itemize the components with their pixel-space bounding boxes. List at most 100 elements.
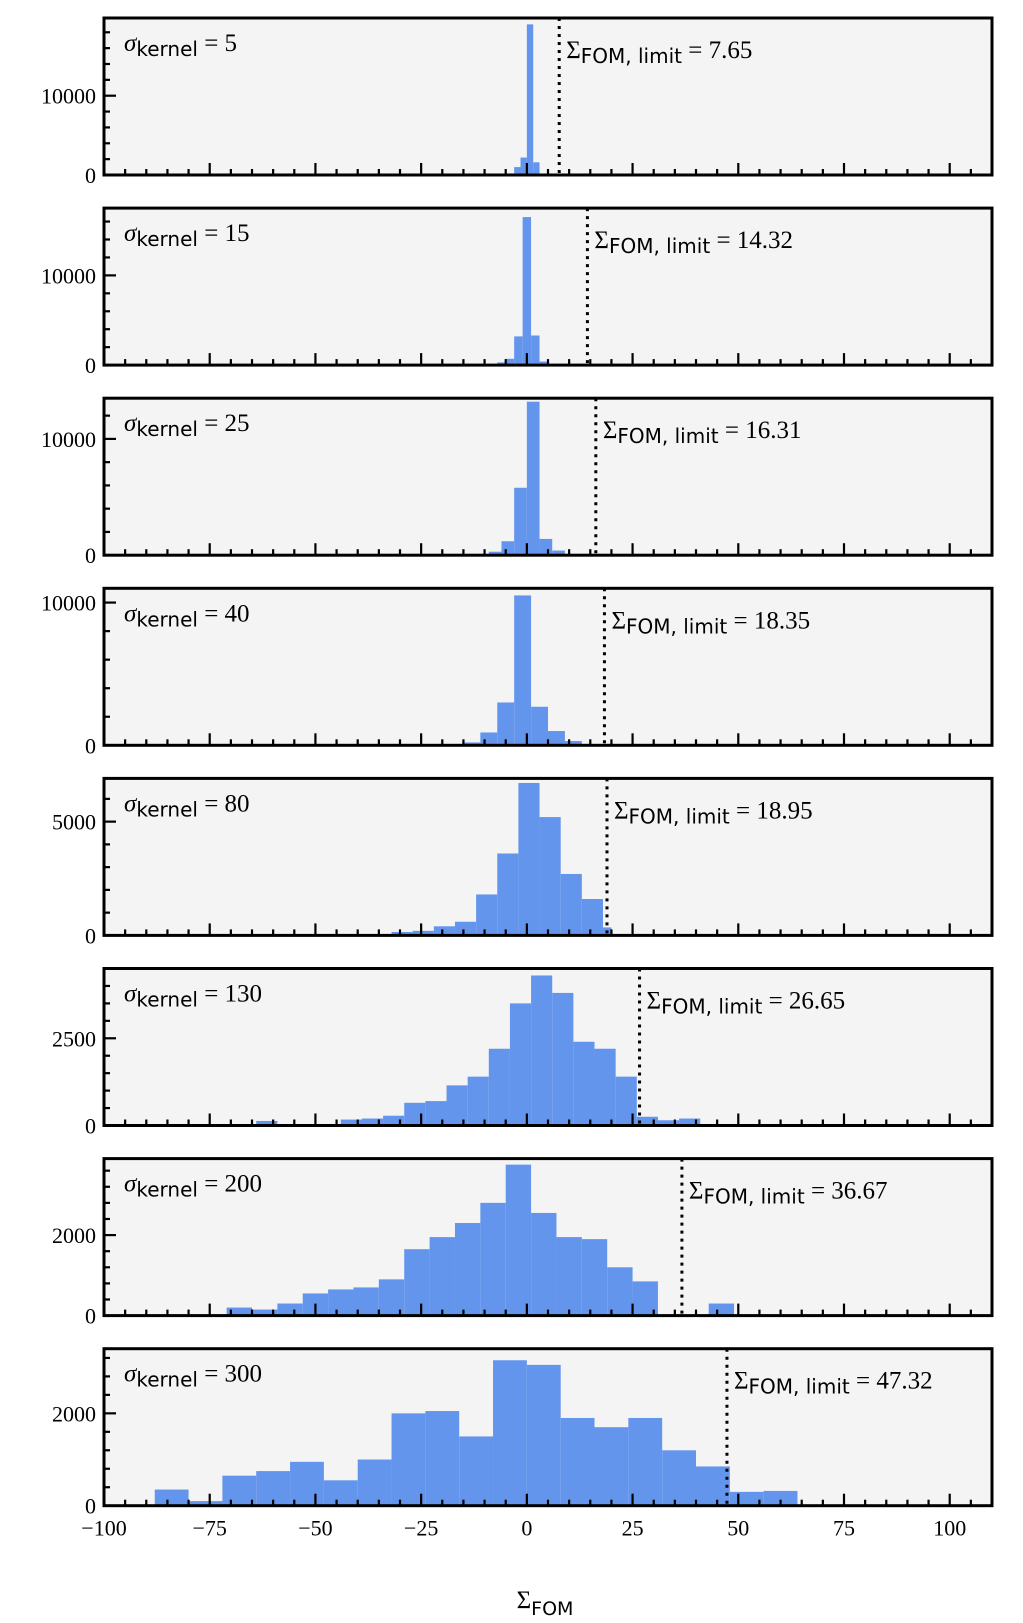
histogram-bar	[531, 975, 553, 1126]
histogram-bar	[340, 1119, 362, 1126]
histogram-bar	[454, 1223, 481, 1316]
limit-label-subscript: FOM, limit	[609, 234, 710, 258]
x-tick-label: −100	[81, 1516, 126, 1541]
y-tick-label: 10000	[41, 591, 96, 616]
x-tick-label: −50	[298, 1516, 332, 1541]
histogram-bar	[526, 24, 534, 176]
histogram-bar	[662, 1450, 696, 1506]
y-tick-label: 0	[85, 923, 96, 948]
kernel-label-value: = 80	[198, 790, 250, 817]
y-tick-label: 0	[85, 733, 96, 758]
histogram-panel: 0 10000 σkernel = 40 ΣFOM, limit = 18.35	[41, 586, 994, 758]
limit-label-subscript: FOM, limit	[749, 1375, 850, 1399]
limit-label-symbol: Σ	[647, 988, 662, 1015]
kernel-label-subscript: kernel	[136, 988, 198, 1012]
histogram-bar	[548, 731, 565, 746]
histogram-bar	[581, 898, 603, 936]
histogram-bar	[425, 1411, 460, 1506]
limit-label-subscript: FOM, limit	[661, 995, 762, 1019]
kernel-label: σkernel = 40	[124, 600, 250, 631]
histogram-bar	[657, 1120, 680, 1126]
histogram-bar	[518, 782, 540, 936]
kernel-label-symbol: σ	[124, 410, 138, 437]
kernel-label-subscript: kernel	[136, 797, 198, 821]
histogram-bar	[552, 992, 574, 1126]
histogram-bar	[679, 1118, 701, 1126]
limit-label-symbol: Σ	[689, 1178, 704, 1205]
histogram-bar	[531, 706, 548, 746]
histogram-panel: 0 2000 σkernel = 300 ΣFOM, limit = 47.32 −10…	[52, 1347, 994, 1541]
histogram-bar	[560, 1417, 595, 1506]
histogram-bar	[509, 1003, 532, 1126]
panel-background	[104, 398, 992, 556]
histogram-bar	[607, 1267, 633, 1316]
histogram-bar	[531, 335, 540, 366]
histogram-bar	[560, 873, 582, 936]
panel-frame	[102, 967, 994, 1127]
y-tick-label: 2000	[52, 1223, 96, 1248]
histogram-bar	[290, 1461, 324, 1506]
y-tick-label: 2500	[52, 1026, 96, 1051]
histogram-bar	[454, 921, 477, 936]
histogram-bar	[480, 1202, 506, 1316]
histogram-bar	[514, 487, 527, 556]
limit-label-symbol: Σ	[734, 1368, 749, 1395]
limit-label-value: = 18.95	[730, 797, 813, 824]
histogram-bar	[526, 1364, 561, 1506]
limit-label-value: = 18.35	[727, 607, 810, 634]
panel-frame	[102, 776, 994, 937]
limit-label-value: = 26.65	[762, 988, 845, 1015]
histogram-bar	[505, 1164, 532, 1316]
histogram-bar	[497, 853, 519, 936]
limit-label: ΣFOM, limit = 18.95	[614, 797, 813, 828]
histogram-bar	[539, 361, 548, 366]
kernel-label: σkernel = 130	[124, 981, 262, 1012]
kernel-label-symbol: σ	[124, 1171, 138, 1198]
kernel-label: σkernel = 200	[124, 1171, 262, 1202]
y-tick-label: 5000	[52, 810, 96, 835]
histogram-bar	[615, 1076, 637, 1126]
histogram-bar	[429, 1237, 455, 1316]
histogram-bar	[467, 1076, 489, 1126]
histogram-panel: 0 10000 σkernel = 25 ΣFOM, limit = 16.31	[41, 396, 994, 568]
histogram-bar	[594, 1427, 629, 1506]
kernel-label-subscript: kernel	[136, 417, 198, 441]
y-tick-label: 0	[85, 353, 96, 378]
histogram-bar	[526, 401, 540, 556]
histogram-bar	[154, 1489, 189, 1506]
histogram-bar	[459, 1436, 494, 1506]
y-tick-label: 10000	[41, 263, 96, 288]
kernel-label-symbol: σ	[124, 790, 138, 817]
x-axis-label-subscript: FOM	[531, 1598, 573, 1620]
histogram-bar	[505, 358, 515, 366]
histogram-bar	[361, 1118, 384, 1126]
kernel-label-value: = 25	[198, 410, 250, 437]
x-tick-label: −25	[404, 1516, 438, 1541]
kernel-label-subscript: kernel	[136, 1368, 198, 1392]
limit-label-subscript: FOM, limit	[703, 1185, 804, 1209]
kernel-label-subscript: kernel	[136, 37, 198, 61]
histogram-bar	[446, 1085, 468, 1126]
histogram-bar	[412, 930, 434, 936]
histogram-bar	[391, 1413, 426, 1506]
limit-label-symbol: Σ	[594, 227, 609, 254]
limit-label-value: = 14.32	[710, 227, 793, 254]
limit-label-subscript: FOM, limit	[581, 44, 682, 68]
histogram-bar	[476, 894, 498, 936]
histogram-bar	[488, 551, 502, 556]
histogram-bar	[581, 1239, 608, 1316]
histogram-bar	[493, 1360, 527, 1506]
histogram-bar	[696, 1466, 730, 1506]
histogram-bar	[226, 1307, 252, 1316]
histogram-panel: 0 2500 σkernel = 130 ΣFOM, limit = 26.65	[52, 967, 994, 1139]
kernel-label-value: = 200	[198, 1171, 262, 1198]
panel-background	[104, 18, 992, 175]
limit-label-subscript: FOM, limit	[629, 804, 730, 828]
x-tick-label: 100	[933, 1516, 966, 1541]
kernel-label-subscript: kernel	[136, 1178, 198, 1202]
limit-label: ΣFOM, limit = 18.35	[611, 607, 810, 638]
histogram-bar	[256, 1120, 278, 1126]
histogram-bar	[564, 741, 582, 746]
kernel-label-symbol: σ	[124, 1361, 138, 1388]
